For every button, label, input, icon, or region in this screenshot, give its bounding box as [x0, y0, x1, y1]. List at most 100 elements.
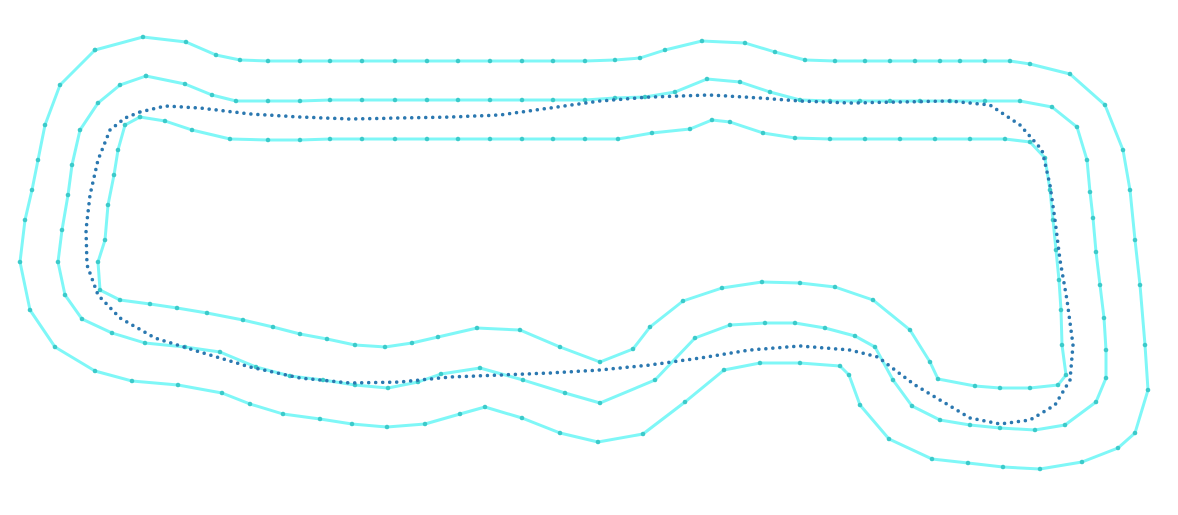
track-point — [204, 310, 210, 316]
track-point — [837, 363, 843, 369]
track-point — [997, 385, 1003, 391]
track-point — [59, 227, 65, 233]
track-point — [105, 202, 111, 208]
track-point — [297, 98, 303, 104]
track-point — [52, 344, 58, 350]
track-point — [424, 97, 430, 103]
racing-line — [84, 93, 1075, 426]
track-point — [965, 460, 971, 466]
track-point — [22, 217, 28, 223]
track-point — [122, 122, 128, 128]
track-point — [424, 58, 430, 64]
track-point — [772, 49, 778, 55]
track-point — [557, 344, 563, 350]
track-point — [692, 335, 698, 341]
track-point — [129, 378, 135, 384]
track-point — [1145, 387, 1151, 393]
track-point — [1093, 249, 1099, 255]
track-point — [822, 325, 828, 331]
track-point — [1101, 315, 1107, 321]
track-point — [297, 331, 303, 337]
track-point — [270, 324, 276, 330]
track-point — [265, 137, 271, 143]
track-point — [640, 431, 646, 437]
track-point — [886, 436, 892, 442]
track-point — [742, 40, 748, 46]
track-point — [760, 130, 766, 136]
track-point — [482, 404, 488, 410]
track-point — [597, 359, 603, 365]
track-point — [352, 342, 358, 348]
track-point — [487, 58, 493, 64]
track-point — [797, 360, 803, 366]
track-point — [1032, 427, 1038, 433]
track-point — [455, 136, 461, 142]
track-point — [111, 172, 117, 178]
track-point — [142, 340, 148, 346]
track-point — [792, 135, 798, 141]
track-point — [597, 400, 603, 406]
track-point — [1120, 147, 1126, 153]
track-point — [1049, 104, 1055, 110]
track-point — [233, 98, 239, 104]
track-point — [550, 136, 556, 142]
track-point — [237, 57, 243, 63]
track-point — [792, 320, 798, 326]
track-point — [1002, 136, 1008, 142]
track-point — [487, 97, 493, 103]
track-point — [1063, 372, 1069, 378]
track-point — [327, 58, 333, 64]
track-point — [1037, 466, 1043, 472]
track-point — [927, 359, 933, 365]
track-point — [557, 430, 563, 436]
track-point — [672, 89, 678, 95]
track-point — [937, 58, 943, 64]
track-point — [967, 136, 973, 142]
track-point — [1074, 124, 1080, 130]
track-point — [687, 126, 693, 132]
track-point — [1079, 459, 1085, 465]
track-point — [519, 136, 525, 142]
track-point — [102, 237, 108, 243]
track-point — [1084, 157, 1090, 163]
track-point — [832, 284, 838, 290]
track-point — [327, 136, 333, 142]
track-point — [550, 58, 556, 64]
track-point — [612, 57, 618, 63]
track-point — [680, 298, 686, 304]
track-point — [519, 58, 525, 64]
track-point — [79, 316, 85, 322]
track-point — [219, 390, 225, 396]
track-point — [852, 333, 858, 339]
track-point — [935, 376, 941, 382]
track-point — [455, 58, 461, 64]
track-point — [517, 327, 523, 333]
track-point — [359, 136, 365, 142]
track-point — [359, 58, 365, 64]
track-point — [217, 349, 223, 355]
track-point — [907, 327, 913, 333]
track-point — [727, 322, 733, 328]
track-point — [1115, 445, 1121, 451]
track-point — [582, 58, 588, 64]
track-point — [280, 411, 286, 417]
track-point — [422, 421, 428, 427]
track-point — [649, 130, 655, 136]
track-point — [1102, 102, 1108, 108]
track-point — [29, 187, 35, 193]
track-point — [1027, 139, 1033, 145]
track-point — [240, 317, 246, 323]
track-point — [757, 360, 763, 366]
track-point — [487, 136, 493, 142]
track-point — [189, 127, 195, 133]
track-point — [137, 114, 143, 120]
track-point — [997, 425, 1003, 431]
track-point — [887, 58, 893, 64]
track-point — [870, 297, 876, 303]
track-point — [1017, 98, 1023, 104]
track-point — [65, 192, 71, 198]
track-point — [62, 292, 68, 298]
track-point — [682, 399, 688, 405]
track-point — [642, 94, 648, 100]
